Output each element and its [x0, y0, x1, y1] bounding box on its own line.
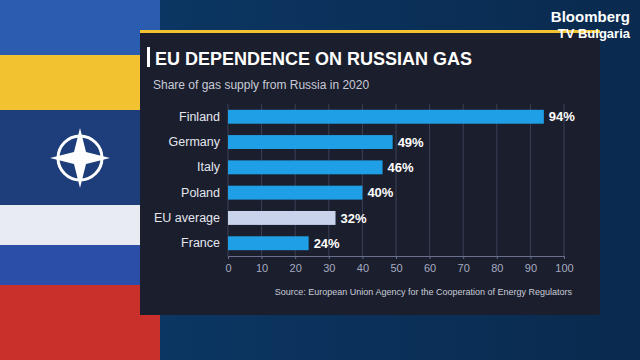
- y-tick: Italy: [197, 160, 221, 174]
- x-tick-label: 20: [290, 262, 302, 274]
- x-tick-mark: [362, 256, 363, 259]
- flag-russia-blue: [0, 245, 160, 285]
- x-tick-label: 70: [458, 262, 470, 274]
- x-tick: 30: [323, 256, 335, 274]
- grid-line: [496, 104, 497, 256]
- y-tick: Poland: [181, 186, 220, 200]
- x-tick: 60: [424, 256, 436, 274]
- x-tick: 90: [525, 256, 537, 274]
- data-labels: 94% 49% 46% 40%32%24%: [314, 109, 576, 250]
- logo-text: TV Bulgaria: [558, 26, 631, 41]
- x-tick-mark: [295, 256, 296, 259]
- logo-text: Bloomberg: [551, 8, 630, 25]
- flags: [0, 0, 160, 360]
- x-tick-label: 80: [491, 262, 503, 274]
- data-label: 46%: [388, 160, 414, 175]
- title: EU DEPENDENCE ON RUSSIAN GAS: [155, 49, 472, 69]
- title-accent: [147, 47, 150, 67]
- x-tick: 20: [290, 256, 302, 274]
- y-tick-label: Germany: [169, 135, 221, 149]
- y-tick-label: Finland: [179, 110, 220, 124]
- x-tick-mark: [463, 256, 464, 259]
- y-tick: Finland: [179, 110, 220, 124]
- subtitle: Share of gas supply from Russia in 2020: [153, 78, 369, 92]
- x-tick-mark: [497, 256, 498, 259]
- x-tick-label: 100: [555, 262, 573, 274]
- x-tick: 0: [225, 256, 231, 274]
- y-tick: France: [181, 236, 220, 250]
- y-tick: EU average: [154, 211, 220, 225]
- grid-line: [429, 104, 430, 256]
- flag-russia-red: [0, 285, 160, 360]
- y-tick: Germany: [169, 135, 221, 149]
- x-tick: 40: [357, 256, 369, 274]
- flag-nato: [0, 110, 160, 205]
- bars: [228, 110, 544, 250]
- y-tick-label: France: [181, 236, 220, 250]
- y-tick-label: Poland: [181, 186, 220, 200]
- grid-line: [295, 104, 296, 256]
- x-tick-label: 90: [525, 262, 537, 274]
- y-tick-label: EU average: [154, 211, 220, 225]
- x-tick-label: 40: [357, 262, 369, 274]
- x-tick-label: 10: [256, 262, 268, 274]
- grid-line: [328, 104, 329, 256]
- x-tick-label: 30: [323, 262, 335, 274]
- bar: [228, 110, 544, 124]
- x-tick-mark: [262, 256, 263, 259]
- x-tick: 100: [555, 256, 573, 274]
- x-tick-mark: [430, 256, 431, 259]
- x-tick-label: 50: [390, 262, 402, 274]
- panel-accent: [140, 30, 600, 33]
- source: Source: European Union Agency for the Co…: [275, 287, 573, 297]
- x-tick: 10: [256, 256, 268, 274]
- x-tick-mark: [228, 256, 229, 259]
- data-label: 94%: [549, 109, 575, 124]
- grid-line: [362, 104, 363, 256]
- bar: [228, 160, 383, 174]
- x-tick: 70: [458, 256, 470, 274]
- x-axis: 0 10 20 30 40 50 60 70 80 90 100: [225, 256, 573, 274]
- data-label: 32%: [341, 211, 367, 226]
- bar: [228, 211, 336, 225]
- x-tick-label: 0: [225, 262, 231, 274]
- chart: EU DEPENDENCE ON RUSSIAN GAS Share of gas…: [0, 0, 640, 360]
- data-label: 40%: [367, 185, 393, 200]
- bar: [228, 236, 309, 250]
- x-tick-mark: [564, 256, 565, 259]
- grid-line: [530, 104, 531, 256]
- x-tick: 50: [390, 256, 402, 274]
- grid-line: [396, 104, 397, 256]
- flag-ukraine-yellow: [0, 55, 160, 110]
- y-axis: Finland Germany Italy Poland EU average Franc…: [154, 110, 221, 250]
- x-tick: 80: [491, 256, 503, 274]
- background: [0, 0, 640, 360]
- bar: [228, 186, 362, 200]
- grid: [228, 104, 564, 256]
- data-label: 49%: [398, 135, 424, 150]
- grid-line: [261, 104, 262, 256]
- x-tick-mark: [530, 256, 531, 259]
- x-tick-mark: [329, 256, 330, 259]
- flag-russia-white: [0, 205, 160, 245]
- panel: [140, 30, 600, 315]
- nato-star: [50, 128, 110, 188]
- x-tick-mark: [396, 256, 397, 259]
- y-tick-label: Italy: [197, 160, 221, 174]
- flag-ukraine-blue: [0, 0, 160, 55]
- bar: [228, 135, 393, 149]
- data-label: 24%: [314, 236, 340, 251]
- grid-line: [228, 104, 229, 256]
- x-axis-line: [229, 257, 565, 260]
- x-tick-label: 60: [424, 262, 436, 274]
- grid-line: [463, 104, 464, 256]
- grid-line: [564, 104, 565, 256]
